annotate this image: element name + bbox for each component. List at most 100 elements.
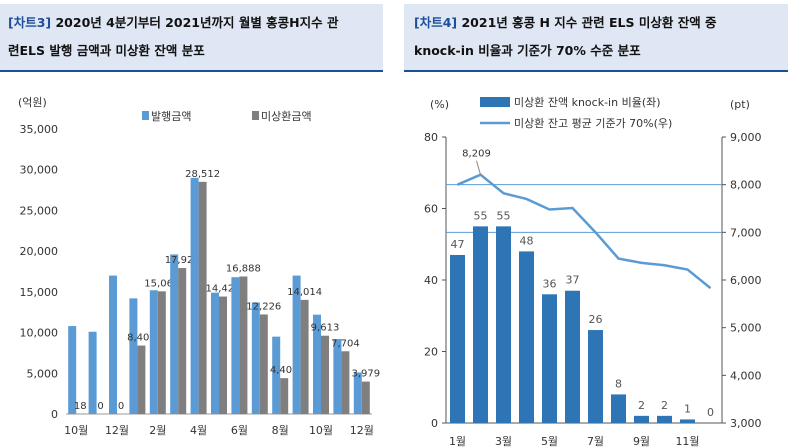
chart4-title-text: 2021년 홍콩 H 지수 관련 ELS 미상환 잔액 중 [461,15,717,30]
chart3-bar-outstanding [178,268,187,414]
chart4-x-tick-label: 11월 [675,435,699,447]
chart3-unit-label: (억원) [18,96,47,109]
chart3-data-label: 14,014 [287,287,322,298]
chart4-bar-label: 2 [638,399,645,412]
chart4-bar-label: 55 [497,209,511,222]
chart4-bar-label: 37 [566,274,580,287]
chart3-bar-outstanding [137,345,146,414]
chart3-data-label: 4,401 [270,365,299,376]
chart3-bar-issuance [149,290,158,414]
chart3-bar-issuance [190,177,199,414]
chart3-data-label: 17,925 [165,255,200,266]
chart3-bar-issuance [109,275,117,414]
chart3-tag: [차트3] [8,15,52,30]
chart3-header-rule [0,70,383,72]
chart4-header [404,4,788,70]
chart4-left-tick-label: 20 [424,346,438,359]
chart4-right-tick-label: 8,000 [730,179,762,192]
chart3-data-label: 0 [118,401,124,412]
chart3-data-label: 15,064 [144,278,179,289]
chart4-bar-label: 8 [615,377,622,390]
chart3-y-tick-label: 0 [51,408,58,421]
chart3-bar-issuance [68,326,77,414]
chart4-line-annotation: 8,209 [462,149,491,160]
chart3-data-label: 8,408 [127,333,156,344]
chart4-bar-knockin [473,226,488,423]
chart3-x-tick-label: 12월 [105,424,129,437]
chart3-title-line1: [차트3] 2020년 4분기부터 2021년까지 월별 홍콩H지수 관 [8,14,338,32]
chart3-plot: (억원) 0 5,000 10,000 15,000 20,000 25,000 30,000… [18,96,380,437]
chart4-bar-label: 26 [589,313,603,326]
chart4-bar-label: 47 [451,238,465,251]
chart3-bar-issuance [272,336,281,414]
chart3-bar-issuance [129,298,138,414]
chart3-bar-issuance [88,331,97,414]
chart3-y-tick-label: 15,000 [20,286,59,299]
chart3-y-tick-label: 25,000 [20,204,59,217]
chart3-y-tick-label: 20,000 [20,245,59,258]
chart3-title-line2: 련ELS 발행 금액과 미상환 잔액 분포 [8,43,205,58]
chart4-bar-label: 36 [543,277,557,290]
chart4-right-tick-label: 5,000 [730,322,762,335]
chart4-title-line1: [차트4] 2021년 홍콩 H 지수 관련 ELS 미상환 잔액 중 [414,14,717,32]
chart4-line-avg-base [457,173,712,290]
chart3-legend-swatch-issuance [142,111,149,120]
chart4-left-tick-label: 80 [424,131,438,144]
chart4-legend-label-line: 미상환 잔고 평균 기준가 70%(우) [514,117,672,130]
chart4-title-line2: knock-in 비율과 기준가 70% 수준 분포 [414,43,641,58]
chart4-bar-knockin [588,330,603,423]
chart3-y-tick-label: 10,000 [20,327,59,340]
chart4-bar-knockin [565,290,580,423]
chart3-bar-outstanding [280,378,289,414]
chart4-x-tick-label: 9월 [633,435,650,447]
chart3-bar-outstanding [219,296,227,414]
chart4-plot: (%) (pt)0204060803,0004,0005,0006,0007,00… [424,96,762,447]
chart4-header-rule [404,70,788,72]
chart3-data-label: 7,704 [331,338,360,349]
chart4-bar-knockin [542,294,557,423]
chart3-bar-issuance [292,275,301,414]
chart4-right-tick-label: 6,000 [730,274,762,287]
chart3-bar-outstanding [239,276,248,414]
chart3-bar-issuance [170,254,179,414]
chart4-panel: [차트4] 2021년 홍콩 H 지수 관련 ELS 미상환 잔액 중 knoc… [404,0,790,447]
chart3-x-tick-label: 2월 [149,424,166,437]
chart4-bar-knockin [657,415,672,423]
chart3-y-tick-label: 30,000 [20,164,59,177]
chart3-x-tick-label: 4월 [190,424,207,437]
chart3-legend-label-issuance: 발행금액 [151,110,191,123]
chart4-bar-knockin [634,415,649,423]
chart4-legend-label-bars: 미상환 잔액 knock-in 비율(좌) [514,96,661,109]
chart4-bar-knockin [680,419,695,423]
chart3-y-tick-label: 5,000 [27,367,59,380]
chart3-bar-issuance [251,302,260,414]
chart3-title-text: 2020년 4분기부터 2021년까지 월별 홍콩H지수 관 [55,15,339,30]
chart4-x-tick-label: 5월 [541,435,558,447]
chart4-bar-label: 55 [474,209,488,222]
chart3-bar-outstanding [341,351,350,414]
chart3-x-tick-label: 10월 [64,424,88,437]
chart3-x-tick-label: 8월 [272,424,289,437]
chart3-bar-issuance [211,292,219,414]
chart4-bar-knockin [496,226,511,423]
chart3-bar-outstanding [300,299,309,414]
chart4-tag: [차트4] [414,15,458,30]
chart4-bar-knockin [611,394,626,423]
chart4-right-tick-label: 7,000 [730,226,762,239]
chart3-data-label: 14,424 [206,284,241,295]
chart3-bar-outstanding [321,335,329,414]
chart4-x-tick-label: 1월 [449,435,466,447]
chart4-right-unit: (pt) [730,98,750,111]
chart4-left-tick-label: 60 [424,203,438,216]
chart3-data-label: 12,226 [246,301,281,312]
chart4-bar-label: 0 [707,406,714,419]
chart3-x-tick-label: 12월 [350,424,374,437]
chart3-data-label: 0 [97,401,103,412]
chart3-bar-outstanding [361,381,370,414]
chart4-right-tick-label: 9,000 [730,131,762,144]
chart3-bar-outstanding [157,291,166,414]
chart3-x-tick-label: 10월 [309,424,333,437]
chart3-x-tick-label: 6월 [231,424,248,437]
chart4-left-tick-label: 40 [424,274,438,287]
chart3-bar-outstanding [198,181,207,414]
